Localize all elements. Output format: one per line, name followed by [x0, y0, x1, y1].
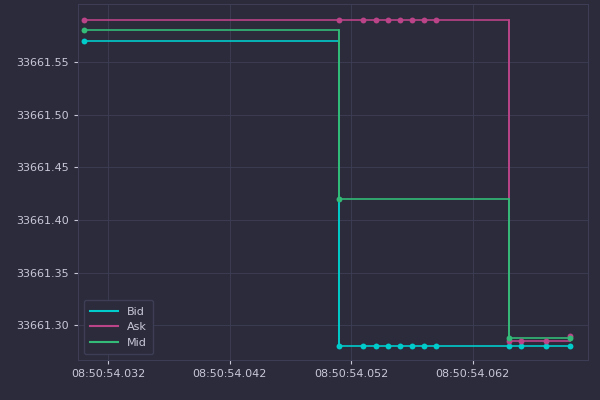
Point [517, 338, 526, 344]
Point [431, 16, 441, 23]
Point [371, 16, 380, 23]
Point [79, 38, 89, 44]
Point [517, 343, 526, 350]
Point [565, 335, 575, 342]
Point [541, 338, 550, 344]
Point [504, 338, 514, 344]
Point [565, 332, 575, 339]
Point [407, 343, 417, 350]
Point [565, 343, 575, 350]
Point [359, 16, 368, 23]
Point [79, 27, 89, 34]
Legend: Bid, Ask, Mid: Bid, Ask, Mid [83, 300, 154, 354]
Point [541, 343, 550, 350]
Point [419, 16, 429, 23]
Point [431, 343, 441, 350]
Point [419, 343, 429, 350]
Point [407, 16, 417, 23]
Point [383, 16, 392, 23]
Point [504, 343, 514, 350]
Point [334, 196, 344, 202]
Point [79, 16, 89, 23]
Point [383, 343, 392, 350]
Point [334, 16, 344, 23]
Point [371, 343, 380, 350]
Point [504, 335, 514, 342]
Point [395, 16, 404, 23]
Point [395, 343, 404, 350]
Point [334, 343, 344, 350]
Point [359, 343, 368, 350]
